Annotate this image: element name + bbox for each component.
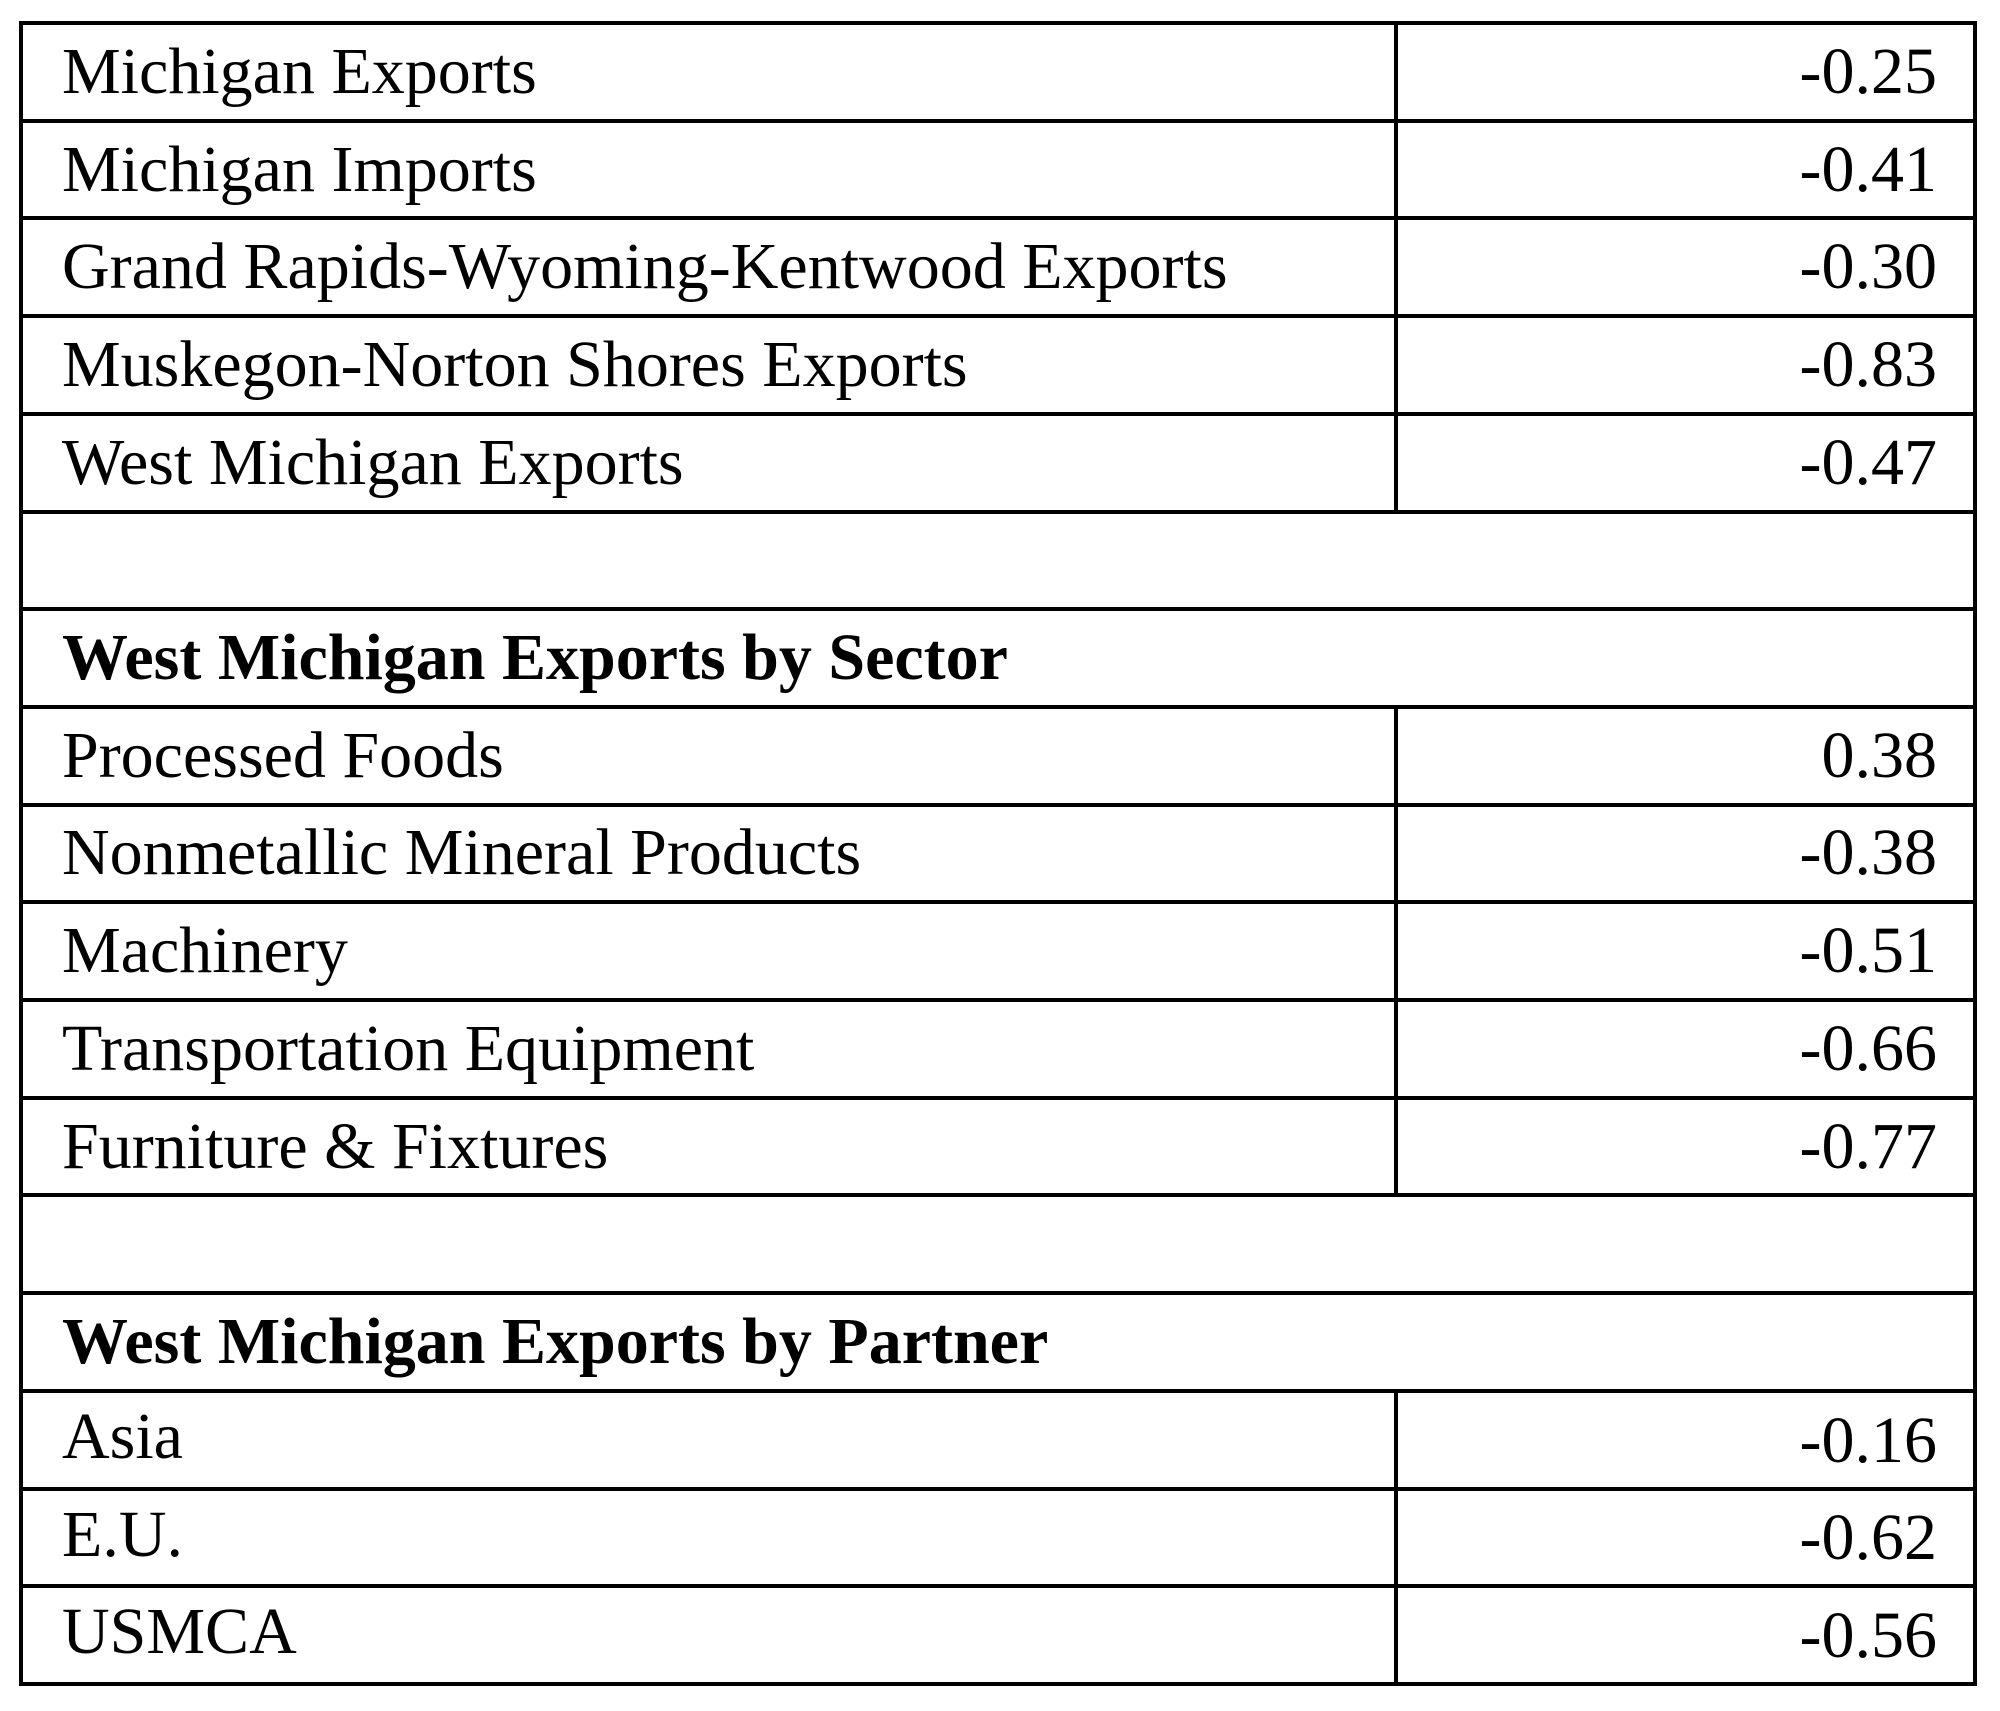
row-label: Michigan Exports — [23, 25, 1398, 119]
table-row: Furniture & Fixtures -0.77 — [23, 1095, 1973, 1194]
row-value: -0.51 — [1799, 914, 1937, 988]
section-header-row: West Michigan Exports by Sector — [23, 607, 1973, 705]
spacer-cell — [23, 514, 1973, 608]
table-row: Grand Rapids-Wyoming-Kentwood Exports -0… — [23, 216, 1973, 315]
table-row: West Michigan Exports -0.47 — [23, 411, 1973, 510]
row-value: -0.25 — [1799, 34, 1937, 108]
index-table: Michigan Exports -0.25 Michigan Imports … — [19, 21, 1977, 1686]
table-row: Michigan Imports -0.41 — [23, 118, 1973, 217]
spacer-row — [23, 509, 1973, 608]
row-value: -0.38 — [1799, 816, 1937, 890]
table-row: USMCA -0.56 — [23, 1584, 1973, 1682]
row-label: Michigan Imports — [23, 122, 1398, 217]
row-label: E.U. — [23, 1490, 1398, 1585]
table-row: Michigan Exports -0.25 — [23, 25, 1973, 119]
row-label: Machinery — [23, 904, 1398, 999]
section-header-row: West Michigan Exports by Partner — [23, 1291, 1973, 1389]
row-label: Nonmetallic Mineral Products — [23, 806, 1398, 901]
table-row: E.U. -0.62 — [23, 1486, 1973, 1585]
table-row: Transportation Equipment -0.66 — [23, 998, 1973, 1096]
row-label: Processed Foods — [23, 708, 1398, 803]
row-value: -0.30 — [1799, 230, 1937, 304]
row-value: -0.16 — [1799, 1403, 1937, 1477]
row-value: -0.62 — [1799, 1501, 1937, 1575]
row-value: -0.47 — [1799, 425, 1937, 499]
table-row: Processed Foods 0.38 — [23, 704, 1973, 803]
section-header: West Michigan Exports by Sector — [62, 621, 1008, 695]
row-label: Transportation Equipment — [23, 1002, 1398, 1096]
row-label: Asia — [23, 1392, 1398, 1487]
row-label: West Michigan Exports — [23, 415, 1398, 510]
table-row: Nonmetallic Mineral Products -0.38 — [23, 802, 1973, 901]
row-value: 0.38 — [1821, 718, 1938, 792]
row-value: -0.41 — [1799, 132, 1937, 206]
row-label: Furniture & Fixtures — [23, 1099, 1398, 1194]
spacer-row — [23, 1193, 1973, 1291]
spacer-cell — [23, 1197, 1973, 1291]
row-label: Grand Rapids-Wyoming-Kentwood Exports — [23, 220, 1398, 315]
row-value: -0.56 — [1799, 1598, 1937, 1672]
table-row: Machinery -0.51 — [23, 900, 1973, 999]
table-row: Muskegon-Norton Shores Exports -0.83 — [23, 314, 1973, 412]
row-value: -0.77 — [1799, 1109, 1937, 1183]
row-value: -0.83 — [1799, 327, 1937, 401]
row-label: USMCA — [23, 1588, 1398, 1682]
section-header: West Michigan Exports by Partner — [62, 1304, 1049, 1378]
row-label: Muskegon-Norton Shores Exports — [23, 318, 1398, 412]
table-row: Asia -0.16 — [23, 1388, 1973, 1487]
row-value: -0.66 — [1799, 1011, 1937, 1085]
